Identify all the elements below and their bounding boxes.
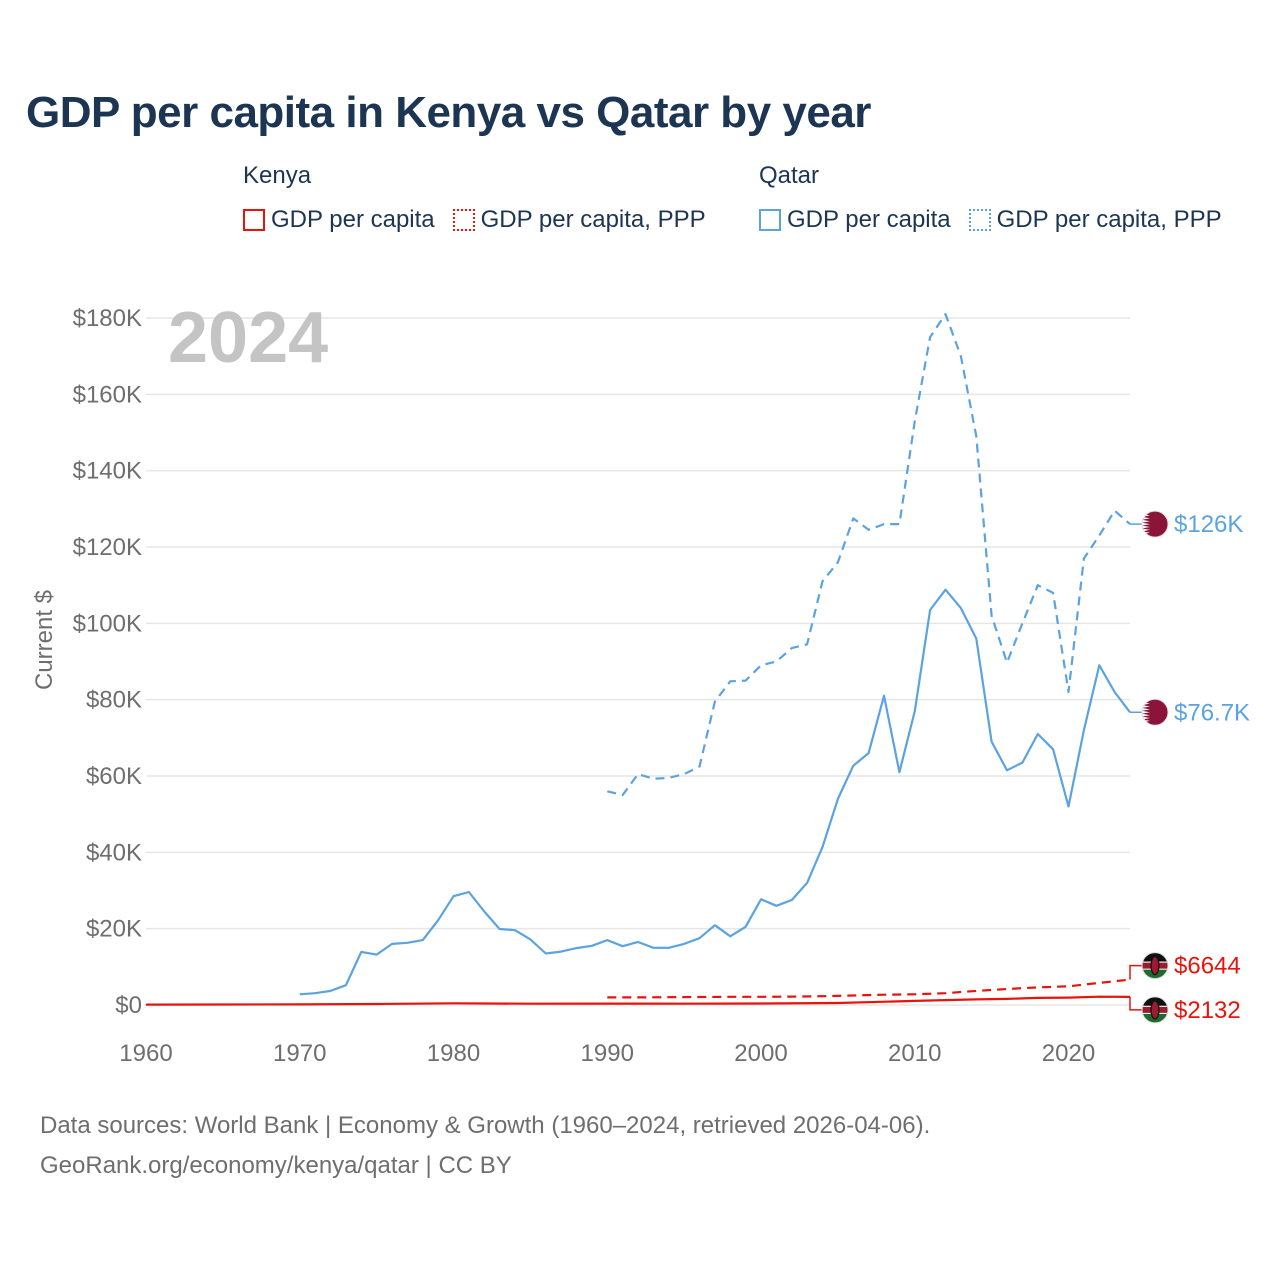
series-line-kenya-gdp-per-capita-ppp[interactable] — [607, 978, 1131, 999]
legend-qatar: Qatar GDP per capita GDP per capita, PPP — [759, 162, 1222, 234]
series-line-qatar-gdp-per-capita[interactable] — [299, 588, 1131, 996]
legend-label-kenya-ppp: GDP per capita, PPP — [480, 206, 706, 233]
legend-swatch-qatar-ppp — [968, 209, 991, 231]
legend-kenya-title: Kenya — [243, 162, 312, 189]
chart-title: GDP per capita in Kenya vs Qatar by year — [26, 88, 871, 137]
end-value-label: $6644 — [1174, 953, 1241, 980]
legend-item-qatar-gdp[interactable]: GDP per capita — [759, 206, 951, 234]
y-tick-label: $60K — [86, 763, 142, 790]
footer: Data sources: World Bank | Economy & Gro… — [40, 1106, 930, 1186]
x-tick-label: 2010 — [888, 1040, 941, 1067]
end-value-label: $2132 — [1174, 997, 1241, 1024]
x-tick-label: 1970 — [273, 1040, 326, 1067]
line-chart: 2024 $0 $20K $40K $60K $80K $100K $120K $140K $1… — [31, 298, 1250, 1067]
x-tick-label: 2020 — [1042, 1040, 1095, 1067]
kenya-flag-icon — [1141, 996, 1169, 1024]
legend-kenya: Kenya GDP per capita GDP per capita, PPP — [243, 162, 706, 234]
legend-label-kenya-gdp: GDP per capita — [271, 206, 435, 233]
gridlines — [146, 317, 1130, 1006]
series-line-kenya-gdp-per-capita[interactable] — [145, 995, 1131, 1006]
y-tick-label: $160K — [73, 381, 142, 408]
end-label-connector — [1129, 964, 1142, 980]
end-value-label: $76.7K — [1174, 699, 1250, 726]
y-axis: $0 $20K $40K $60K $80K $100K $120K $140K $160K $1… — [73, 305, 142, 1019]
end-label-connector — [1129, 996, 1142, 1011]
x-axis: 1960 1970 1980 1990 2000 2010 2020 — [119, 1040, 1095, 1067]
legend-item-qatar-ppp[interactable]: GDP per capita, PPP — [968, 206, 1222, 234]
kenya-flag-icon — [1141, 952, 1169, 980]
footer-sources: Data sources: World Bank | Economy & Gro… — [40, 1112, 931, 1139]
legend-item-kenya-gdp[interactable]: GDP per capita — [243, 206, 435, 234]
end-value-label: $126K — [1174, 511, 1243, 538]
legend-swatch-kenya-gdp — [243, 209, 265, 231]
legend-item-kenya-ppp[interactable]: GDP per capita, PPP — [452, 206, 706, 234]
legend-swatch-qatar-gdp — [759, 209, 781, 231]
y-tick-label: $180K — [73, 305, 142, 332]
x-tick-label: 1980 — [427, 1040, 480, 1067]
legend-qatar-title: Qatar — [759, 162, 820, 189]
y-tick-label: $120K — [73, 534, 142, 561]
series-lines — [145, 313, 1131, 1006]
y-tick-label: $0 — [115, 992, 142, 1019]
y-axis-label: Current $ — [31, 590, 58, 690]
qatar-flag-icon — [1141, 510, 1169, 538]
legend-swatch-kenya-ppp — [452, 209, 475, 231]
series-line-qatar-gdp-per-capita-ppp[interactable] — [607, 313, 1131, 797]
year-watermark: 2024 — [168, 298, 328, 378]
x-tick-label: 1990 — [581, 1040, 634, 1067]
x-tick-label: 1960 — [119, 1040, 172, 1067]
y-tick-label: $40K — [86, 839, 142, 866]
x-tick-label: 2000 — [734, 1040, 787, 1067]
legend-label-qatar-gdp: GDP per capita — [787, 206, 951, 233]
y-tick-label: $100K — [73, 610, 142, 637]
legend-label-qatar-ppp: GDP per capita, PPP — [996, 206, 1222, 233]
y-tick-label: $20K — [86, 916, 142, 943]
qatar-flag-icon — [1141, 698, 1169, 726]
end-labels: $126K $76.7K $6644 $2132 — [1129, 510, 1250, 1024]
footer-link[interactable]: GeoRank.org/economy/kenya/qatar | CC BY — [40, 1152, 512, 1179]
y-tick-label: $140K — [73, 458, 142, 485]
y-tick-label: $80K — [86, 687, 142, 714]
